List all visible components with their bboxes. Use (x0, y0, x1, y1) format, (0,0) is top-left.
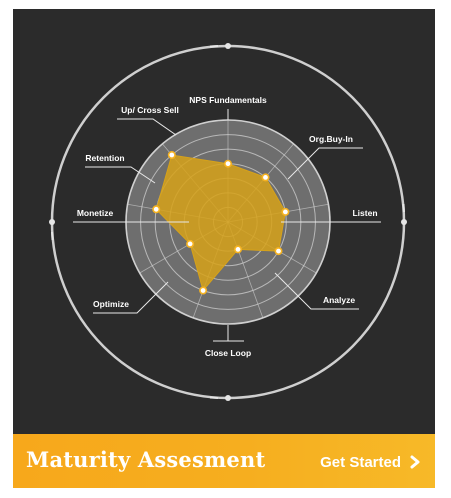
maturity-card: NPS Fundamentals Org.Buy-In Listen Analyze C… (13, 9, 435, 488)
axis-label: Optimize (93, 299, 129, 309)
outer-ring-tick (209, 396, 219, 399)
axis-leader-line (85, 166, 156, 184)
axis-leader-line (93, 281, 169, 314)
get-started-button[interactable]: Get Started (320, 451, 421, 473)
radar-chart: NPS Fundamentals Org.Buy-In Listen Analyze C… (49, 43, 407, 401)
axis-label: Org.Buy-In (309, 134, 353, 144)
radar-point (199, 286, 208, 295)
radar-point (274, 247, 283, 256)
outer-ring-handle (401, 219, 407, 225)
radar-series-area (155, 154, 286, 292)
radar-point (152, 205, 161, 214)
outer-ring-tick (402, 203, 405, 213)
axis-label: NPS Fundamentals (189, 95, 267, 105)
axis-leader-line (274, 272, 359, 310)
axis-label: Analyze (323, 295, 355, 305)
footer-title: Maturity Assesment (26, 447, 266, 472)
axis-label: Retention (85, 153, 124, 163)
radar-point (167, 151, 176, 160)
axis-label: Monetize (77, 208, 114, 218)
outer-ring-handle (225, 43, 231, 49)
radar-point (261, 173, 270, 182)
outer-ring-tick (51, 231, 54, 241)
radar-point (234, 245, 243, 254)
axis-leader-line (213, 325, 244, 342)
radar-point (281, 207, 290, 216)
axis-label: Up/ Cross Sell (121, 105, 179, 115)
radar-point (224, 159, 233, 168)
footer-banner: Maturity Assesment Get Started (13, 434, 435, 488)
chevron-right-icon (410, 455, 420, 469)
axis-leader-line (117, 118, 177, 136)
outer-ring-tick (209, 45, 219, 48)
axis-leader-line (287, 147, 363, 180)
get-started-label: Get Started (320, 453, 401, 471)
axis-label: Listen (352, 208, 377, 218)
outer-ring-handle (49, 219, 55, 225)
radar-point (186, 239, 195, 248)
outer-ring-handle (225, 395, 231, 401)
axis-label: Close Loop (205, 348, 251, 358)
